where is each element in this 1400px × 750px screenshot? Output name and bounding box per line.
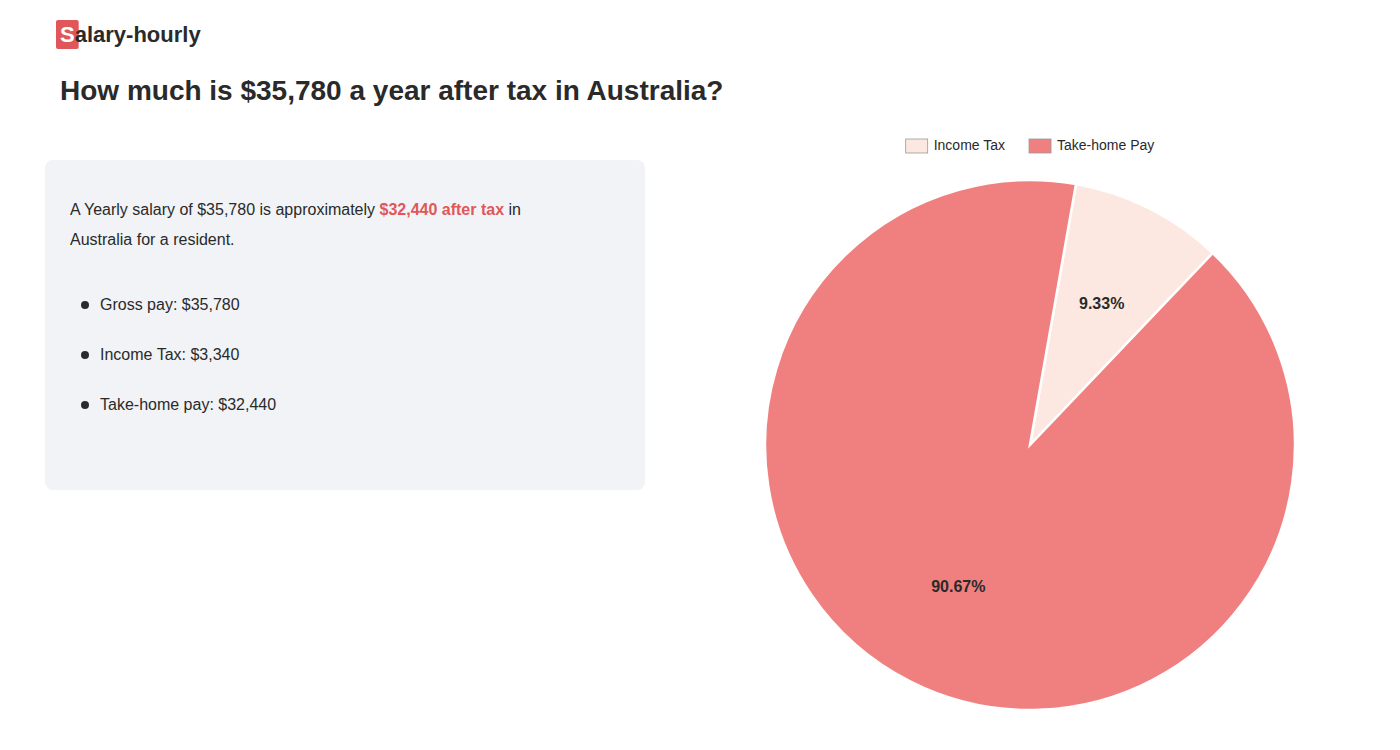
legend-item: Take-home Pay [1029, 137, 1154, 153]
bullet-text: Gross pay: $35,780 [100, 296, 240, 313]
bullet-dot [81, 301, 89, 309]
bullet-text: Income Tax: $3,340 [100, 346, 239, 363]
legend-label: Income Tax [934, 137, 1005, 153]
logo-text: Salary-hourly [60, 22, 201, 47]
logo-initial: S [60, 22, 75, 47]
logo-rest: alary-hourly [75, 22, 202, 47]
legend-item: Income Tax [906, 137, 1005, 153]
info-box [45, 160, 645, 490]
pie-slice [765, 180, 1295, 710]
info-highlight: $32,440 after tax [380, 201, 505, 218]
pie [765, 180, 1295, 710]
chart-title: How much is $35,780 a year after tax in … [60, 75, 723, 106]
legend-label: Take-home Pay [1057, 137, 1154, 153]
legend: Income Tax Take-home Pay [906, 137, 1155, 153]
bullets: Gross pay: $35,780 Income Tax: $3,340 Take… [81, 296, 276, 413]
legend-swatch [906, 139, 928, 153]
bullet-text: Take-home pay: $32,440 [100, 396, 276, 413]
info-text: A Yearly salary of $35,780 is approximat… [70, 201, 380, 218]
bullet-dot [81, 351, 89, 359]
chart-svg: Salary-hourly How much is $35,780 a year … [0, 0, 1400, 750]
data-labels: 9.33% 90.67% [931, 295, 1124, 596]
logo: Salary-hourly [56, 20, 201, 49]
info-text: Australia for a resident. [70, 231, 235, 248]
info-text: in [504, 201, 521, 218]
data-label: 9.33% [1079, 295, 1124, 312]
legend-swatch [1029, 139, 1051, 153]
bullet-dot [81, 401, 89, 409]
info-line: A Yearly salary of $35,780 is approximat… [70, 201, 521, 218]
data-label: 90.67% [931, 578, 985, 595]
